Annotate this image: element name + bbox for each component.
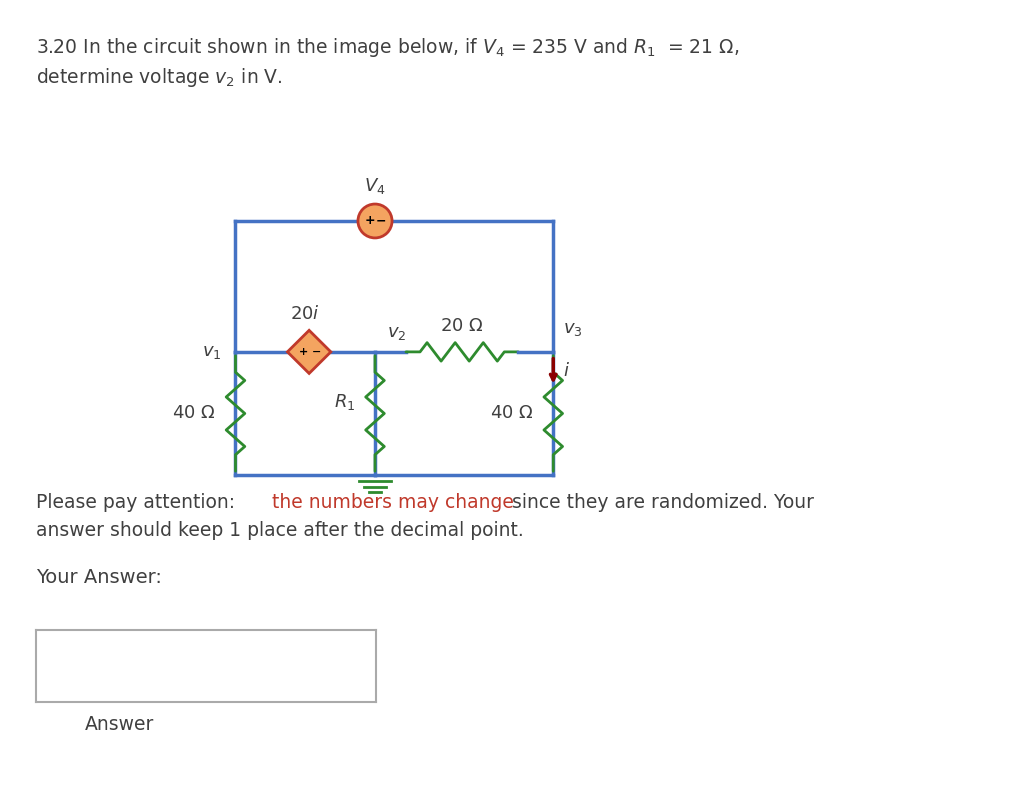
Text: answer should keep 1 place after the decimal point.: answer should keep 1 place after the dec… xyxy=(36,521,523,541)
Text: −: − xyxy=(376,214,386,228)
Text: $40\ \Omega$: $40\ \Omega$ xyxy=(490,404,533,423)
Text: $20i$: $20i$ xyxy=(291,305,320,322)
Text: +: + xyxy=(299,347,308,357)
Text: determine voltage $v_2$ in V.: determine voltage $v_2$ in V. xyxy=(36,66,282,89)
Text: $v_1$: $v_1$ xyxy=(202,343,221,361)
Text: $i$: $i$ xyxy=(563,363,570,380)
Text: $v_2$: $v_2$ xyxy=(387,324,406,342)
Text: 3.20 In the circuit shown in the image below, if $V_4$ = 235 V and $R_1$  = 21 $: 3.20 In the circuit shown in the image b… xyxy=(36,36,739,59)
Polygon shape xyxy=(288,330,331,374)
Text: $v_3$: $v_3$ xyxy=(563,320,582,338)
Text: Your Answer:: Your Answer: xyxy=(36,568,162,587)
Text: $20\ \Omega$: $20\ \Omega$ xyxy=(440,317,484,335)
Text: Please pay attention:: Please pay attention: xyxy=(36,493,241,512)
Text: $40\ \Omega$: $40\ \Omega$ xyxy=(173,404,216,423)
Text: the numbers may change: the numbers may change xyxy=(272,493,514,512)
Text: $R_1$: $R_1$ xyxy=(334,392,356,412)
Circle shape xyxy=(358,204,392,238)
Text: $V_4$: $V_4$ xyxy=(364,176,386,196)
Text: +: + xyxy=(365,214,375,228)
Text: −: − xyxy=(312,347,321,357)
Text: Answer: Answer xyxy=(85,715,154,735)
Text: since they are randomized. Your: since they are randomized. Your xyxy=(506,493,814,512)
